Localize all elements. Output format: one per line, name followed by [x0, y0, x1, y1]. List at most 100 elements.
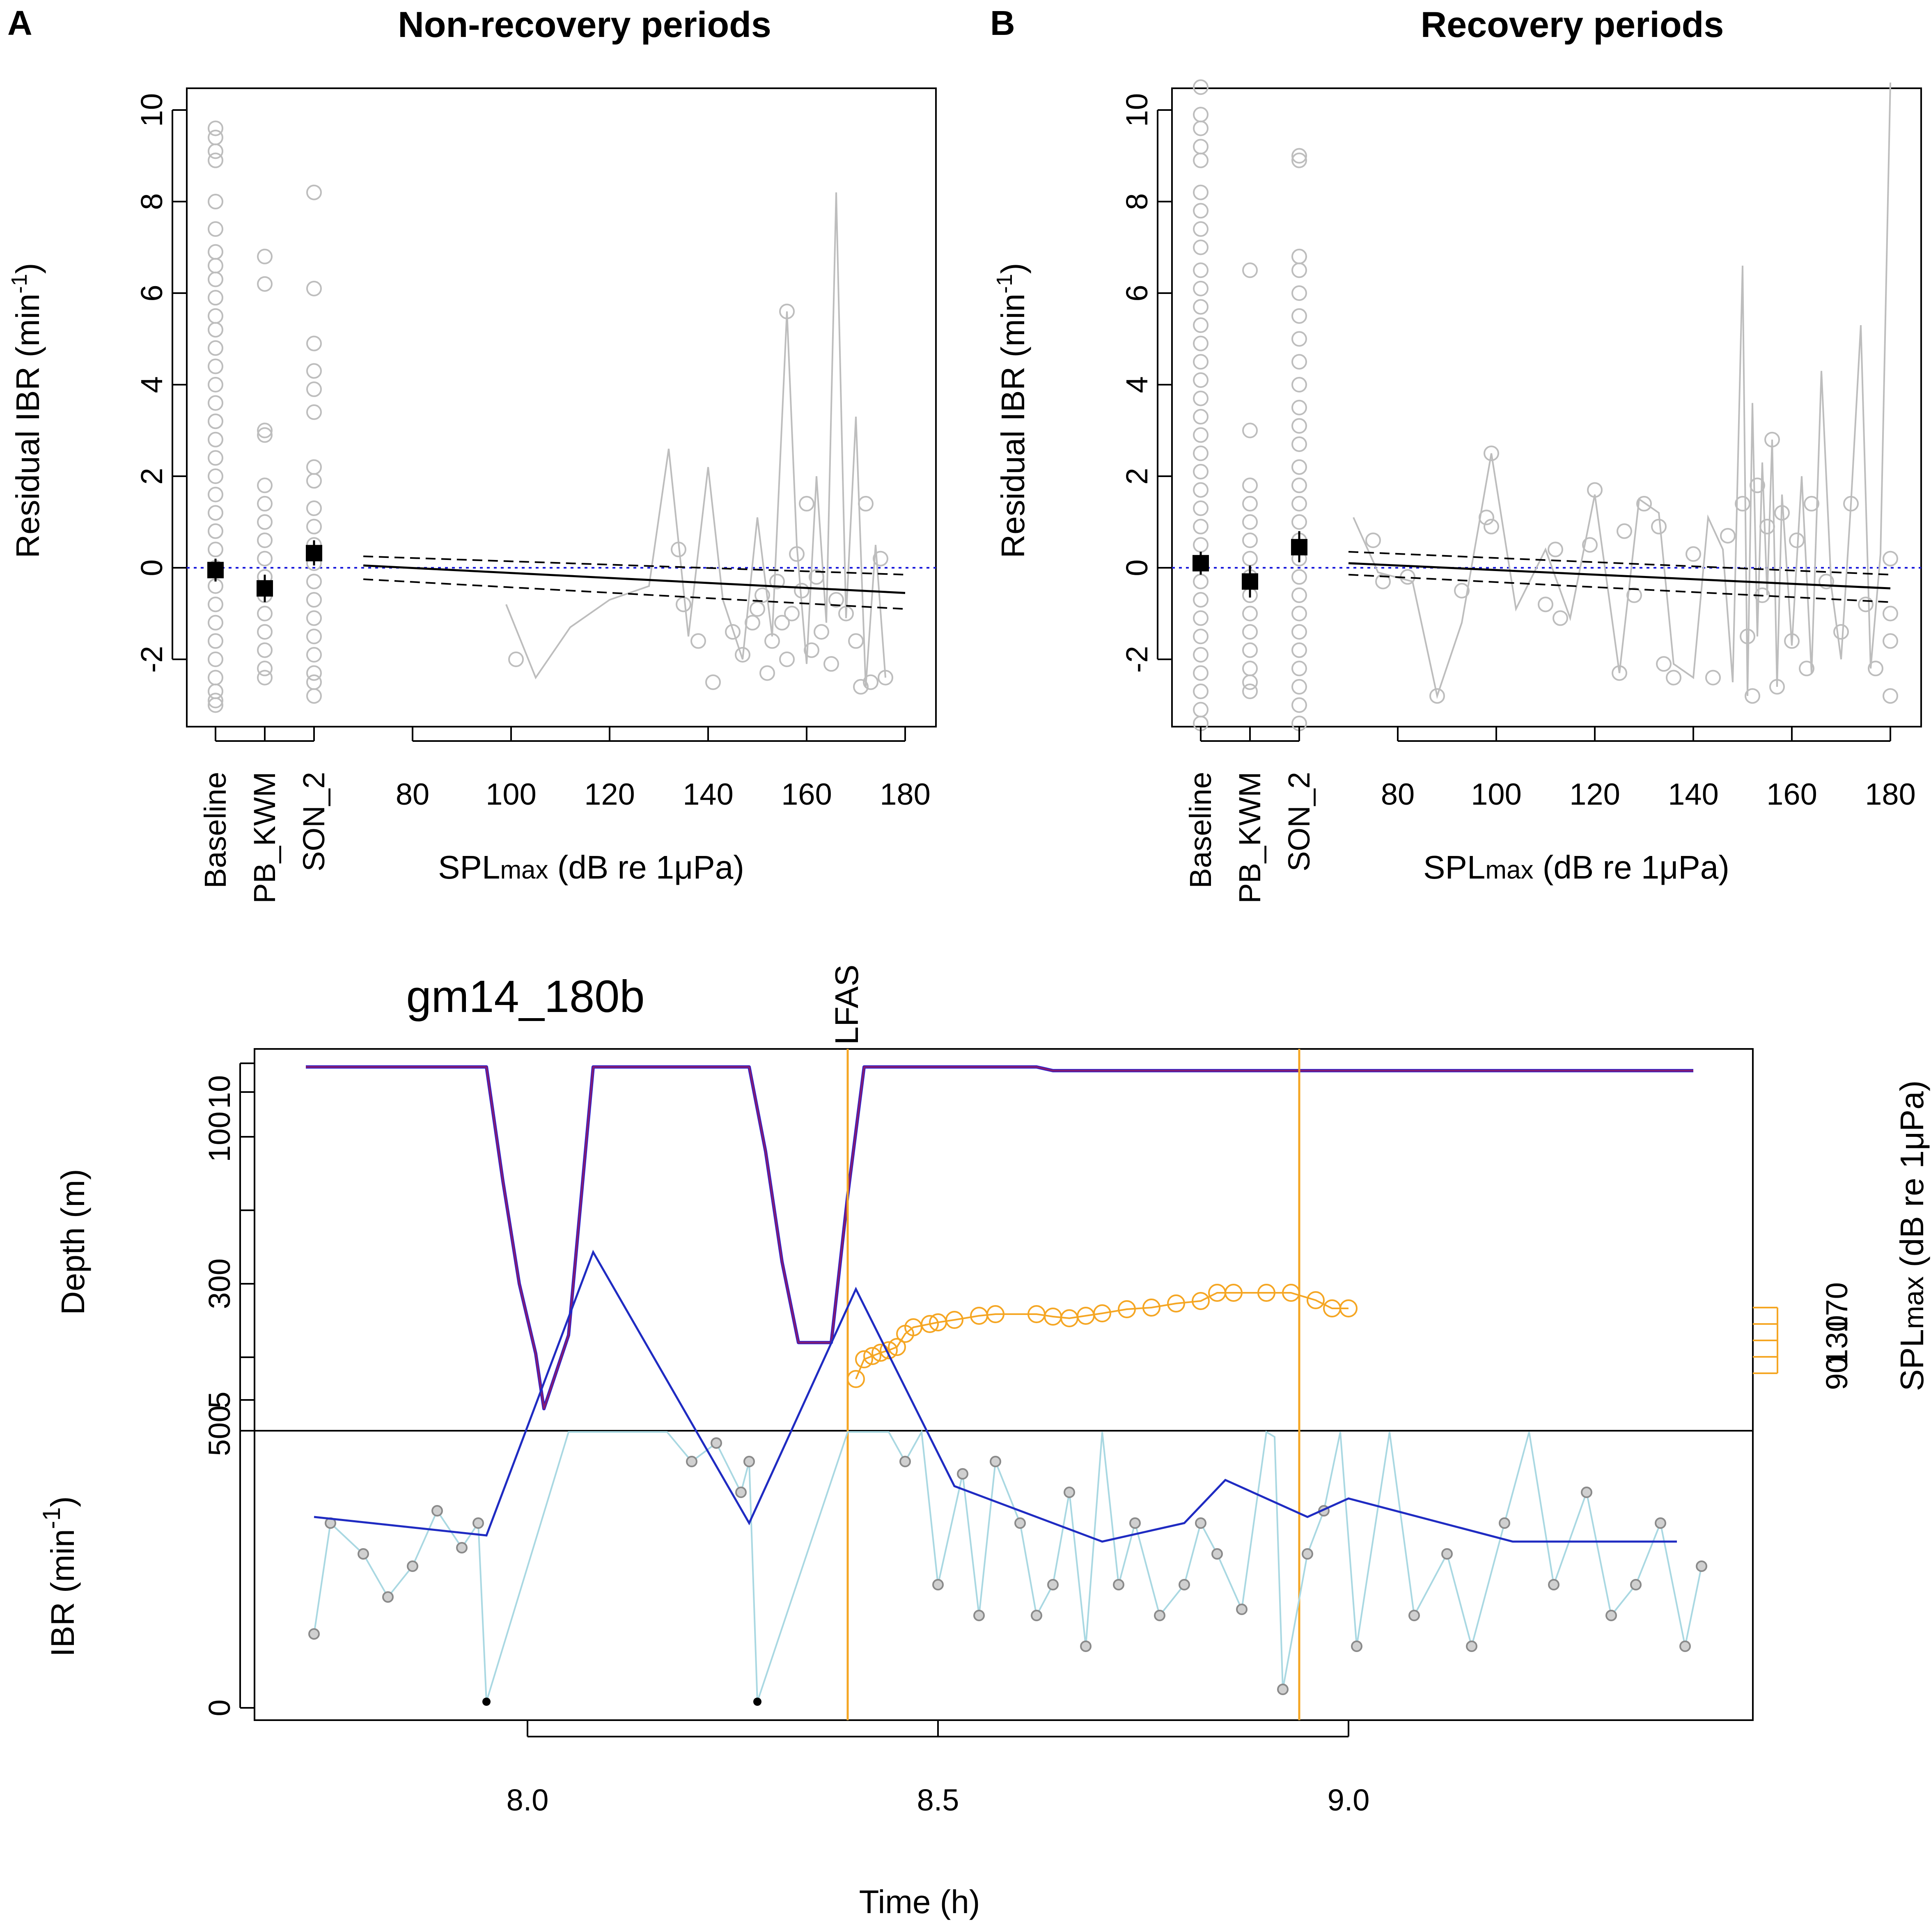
category-point — [1242, 674, 1258, 690]
panel-b-content — [1172, 79, 1921, 732]
spl-trajectory-line — [505, 192, 886, 687]
y-tick-label: 6 — [1120, 285, 1154, 301]
spl-point — [1626, 587, 1642, 603]
category-point — [1291, 569, 1307, 585]
lfas-event-label: LFAS — [828, 964, 865, 1045]
spl-point — [823, 656, 839, 672]
ibr-point — [1679, 1641, 1691, 1652]
estimate-mean-marker — [1291, 539, 1307, 555]
category-point — [1193, 482, 1209, 498]
category-point — [306, 519, 322, 535]
depth-trace-red — [306, 1066, 1693, 1410]
panel-b-title: Recovery periods — [1421, 4, 1724, 45]
spl-trajectory-line — [1353, 83, 1891, 699]
panel-b-x-ticks: 80 100 120 140 160 180 — [1381, 727, 1916, 811]
spl-point — [779, 303, 795, 319]
ibr-point — [1630, 1579, 1642, 1590]
category-point — [1291, 679, 1307, 695]
spl-point — [863, 674, 878, 690]
ibr-point — [932, 1579, 944, 1590]
spl-point — [725, 624, 741, 640]
category-point — [1242, 606, 1258, 622]
spl-point — [1617, 523, 1632, 539]
spl-point — [705, 674, 721, 690]
category-point — [306, 404, 322, 420]
spl-point — [676, 597, 691, 613]
panel-b-y-ticks: 10 8 6 4 2 0 -2 — [1120, 93, 1172, 673]
spl-point — [1759, 519, 1775, 535]
category-label: SON_2 — [297, 772, 331, 872]
category-point — [306, 500, 322, 516]
category-point — [1291, 262, 1307, 278]
estimate-mean-marker — [257, 580, 273, 597]
spl-point — [1750, 477, 1765, 493]
spl-point — [759, 665, 775, 681]
category-point — [306, 688, 322, 704]
ibr-point — [1302, 1548, 1313, 1560]
category-point — [1193, 317, 1209, 333]
ibr-point — [973, 1610, 985, 1621]
spl-point — [1843, 496, 1859, 512]
category-point — [1291, 587, 1307, 603]
category-point — [1193, 684, 1209, 700]
category-point — [1291, 308, 1307, 324]
category-point — [1193, 519, 1209, 535]
panel-a-title: Non-recovery periods — [398, 4, 771, 45]
spl-point — [1365, 532, 1381, 548]
ibr-point — [1129, 1517, 1141, 1529]
spl-point — [794, 583, 810, 599]
spl-point — [814, 624, 829, 640]
ibr-raw-line — [313, 1429, 1702, 1702]
ibr-point — [1236, 1604, 1248, 1615]
category-point — [1193, 79, 1209, 95]
ibr-point — [1605, 1610, 1617, 1621]
spl-point — [1868, 661, 1883, 677]
y-tick-label: 10 — [135, 93, 169, 127]
x-tick-label: 160 — [781, 777, 832, 811]
ibr-point — [1080, 1641, 1092, 1652]
spl-point — [1375, 574, 1391, 590]
estimate-mean-marker — [306, 545, 322, 562]
category-point — [1291, 661, 1307, 677]
y-tick-label: 8 — [1120, 193, 1154, 210]
spl-point — [735, 647, 750, 663]
category-point — [1242, 262, 1258, 278]
spl-point — [1429, 688, 1445, 704]
category-point — [257, 496, 273, 512]
spl-point — [750, 601, 765, 617]
spl-point — [863, 1347, 881, 1365]
category-point — [208, 633, 223, 649]
spl-point — [873, 551, 888, 567]
category-point — [306, 381, 322, 397]
category-point — [1291, 642, 1307, 658]
panel-a: A Non-recovery periods 10 8 6 4 2 0 -2 80 100 12… — [7, 4, 937, 904]
category-point — [208, 143, 223, 159]
ibr-point — [1548, 1579, 1559, 1590]
ibr-point — [1154, 1610, 1165, 1621]
spl-point — [1735, 496, 1750, 512]
regression-upper-ci — [1348, 551, 1891, 576]
depth-trace-blue — [306, 1065, 1693, 1411]
category-label: Baseline — [1183, 772, 1218, 888]
category-point — [1242, 642, 1258, 658]
estimate-mean-marker — [1242, 573, 1258, 590]
spl-point — [809, 569, 824, 585]
ibr-tick-label: 0 — [202, 1699, 236, 1716]
spl-point — [1883, 551, 1898, 567]
ibr-point — [456, 1542, 468, 1553]
spl-point — [1093, 1304, 1111, 1322]
ibr-point — [1014, 1517, 1026, 1529]
category-point — [208, 322, 223, 338]
ibr-zero-point — [753, 1698, 761, 1706]
category-point — [1291, 248, 1307, 264]
category-point — [257, 477, 273, 493]
spl-point — [838, 606, 854, 622]
ibr-point — [308, 1628, 320, 1640]
spl-point — [764, 633, 780, 649]
category-point — [208, 597, 223, 613]
spl-point — [1720, 528, 1736, 544]
category-point — [257, 670, 273, 686]
ibr-smooth-line — [314, 1250, 1677, 1543]
category-point — [208, 377, 223, 392]
category-point — [1242, 532, 1258, 548]
